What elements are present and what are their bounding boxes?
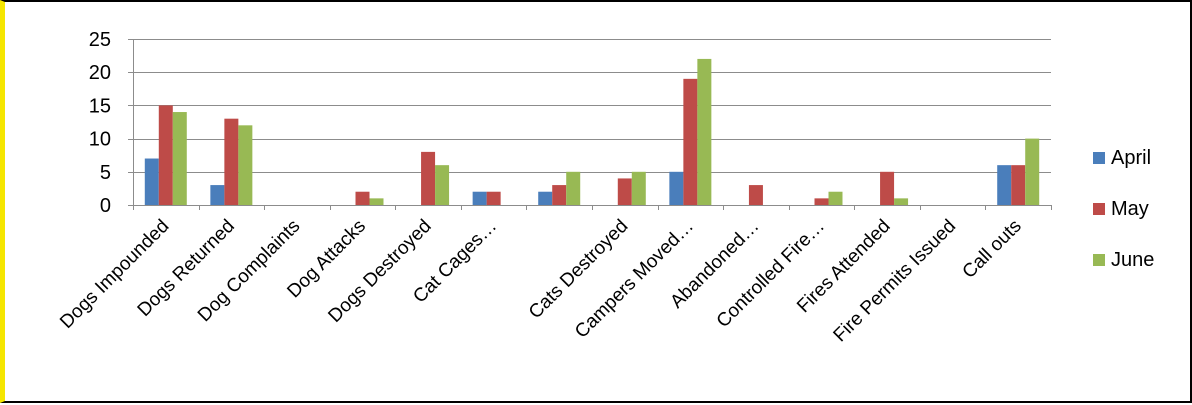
bar-may-1 xyxy=(224,118,239,205)
bar-may-11 xyxy=(880,171,895,205)
y-tick-labels: 0 5 10 15 20 25 xyxy=(89,29,111,217)
bar-june-8 xyxy=(697,58,712,205)
bar-june-7 xyxy=(631,171,646,205)
bar-may-10 xyxy=(814,198,829,205)
bar-may-5 xyxy=(486,191,501,205)
bar-may-0 xyxy=(158,105,173,205)
x-tick-label-8: Campers Moved… xyxy=(571,216,698,343)
y-tick-label-5: 25 xyxy=(89,29,111,51)
bar-april-6 xyxy=(538,191,553,205)
x-tick-label-0: Dogs Impounded xyxy=(56,216,173,333)
bar-may-7 xyxy=(617,178,632,205)
y-tick-label-0: 0 xyxy=(100,195,111,217)
bar-june-11 xyxy=(894,198,909,205)
legend-swatch-may xyxy=(1093,203,1105,215)
bars xyxy=(144,58,1040,205)
legend-swatch-april xyxy=(1093,152,1105,164)
bar-may-13 xyxy=(1011,165,1026,205)
bar-april-5 xyxy=(472,191,487,205)
bar-may-8 xyxy=(683,78,698,205)
x-tick-label-12: Fire Permits Issued xyxy=(830,216,961,347)
bar-june-6 xyxy=(566,171,581,205)
legend-label-june: June xyxy=(1111,249,1154,271)
x-tick-label-13: Call outs xyxy=(959,216,1026,283)
bar-april-0 xyxy=(144,158,159,205)
bar-june-0 xyxy=(172,112,187,205)
legend-swatch-june xyxy=(1093,254,1105,266)
bar-april-8 xyxy=(669,171,684,205)
bar-may-4 xyxy=(421,151,436,205)
bar-june-1 xyxy=(238,125,253,205)
axes xyxy=(128,39,1052,210)
y-tick-label-2: 10 xyxy=(89,129,111,151)
bar-april-13 xyxy=(997,165,1012,205)
y-tick-label-1: 5 xyxy=(100,162,111,184)
bar-april-1 xyxy=(210,185,225,205)
legend-label-april: April xyxy=(1111,147,1151,169)
bar-may-3 xyxy=(355,191,370,205)
gridlines xyxy=(133,39,1051,173)
bar-may-6 xyxy=(552,185,567,205)
bar-may-9 xyxy=(748,185,763,205)
legend-label-may: May xyxy=(1111,198,1149,220)
y-tick-label-3: 15 xyxy=(89,95,111,117)
bar-june-13 xyxy=(1025,138,1040,205)
bar-june-3 xyxy=(369,198,384,205)
bar-june-4 xyxy=(435,165,450,205)
legend: April May June xyxy=(1093,147,1154,271)
bar-june-10 xyxy=(828,191,843,205)
y-tick-label-4: 20 xyxy=(89,62,111,84)
